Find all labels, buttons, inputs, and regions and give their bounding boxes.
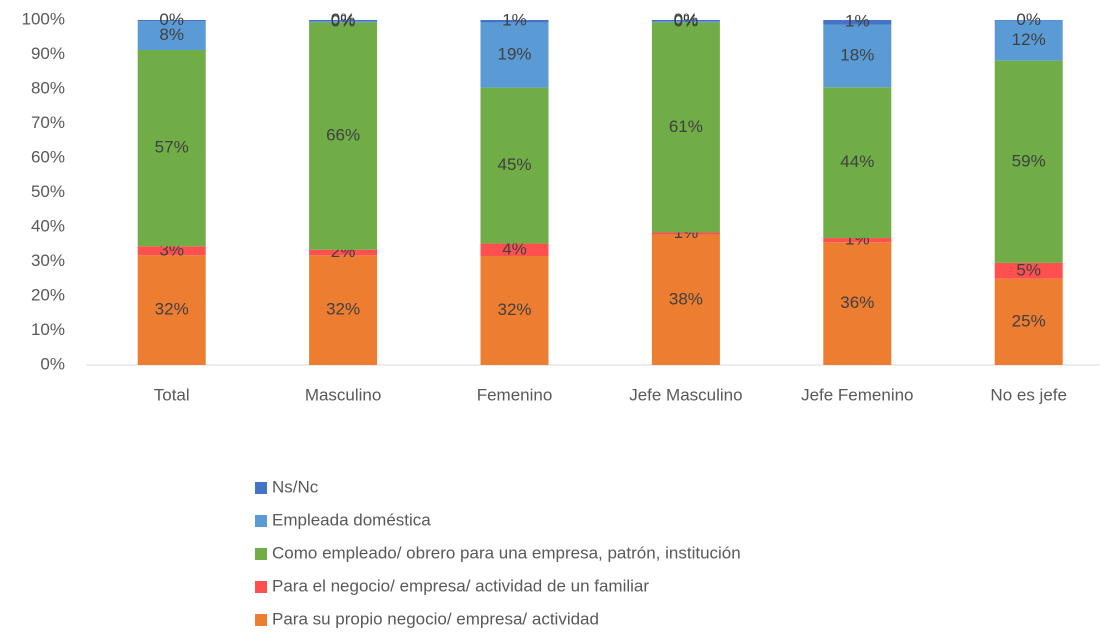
y-tick-label: 20% [31, 285, 65, 304]
data-label: 0% [331, 10, 356, 29]
bar-segment [309, 255, 378, 365]
y-tick-label: 60% [31, 147, 65, 166]
bar-segment [823, 20, 892, 25]
data-label: 0% [1016, 10, 1041, 29]
data-label: 1% [845, 12, 870, 31]
x-tick-label: Jefe Femenino [801, 385, 913, 404]
legend-swatch [255, 614, 267, 626]
data-label: 57% [155, 138, 189, 157]
bar-segment [480, 243, 549, 256]
data-label: 61% [669, 117, 703, 136]
bar-segment [480, 20, 549, 23]
data-label: 59% [1012, 151, 1046, 170]
data-label: 1% [502, 11, 527, 30]
bar-segment [823, 24, 892, 88]
bar-segment [823, 87, 892, 239]
y-tick-label: 40% [31, 216, 65, 235]
bar-segment [651, 20, 720, 22]
legend-label: Como empleado/ obrero para una empresa, … [272, 543, 741, 562]
x-tick-label: No es jefe [990, 385, 1067, 404]
legend-swatch [255, 482, 267, 494]
bar-segment [137, 246, 206, 256]
y-tick-label: 50% [31, 182, 65, 201]
x-tick-label: Masculino [305, 385, 382, 404]
data-label: 32% [155, 300, 189, 319]
data-label: 45% [497, 155, 531, 174]
y-tick-label: 10% [31, 320, 65, 339]
bar-segment [651, 21, 720, 23]
bar-segment [994, 20, 1063, 61]
data-label: 0% [159, 10, 184, 29]
data-label: 25% [1012, 311, 1046, 330]
bar-segment [137, 50, 206, 247]
data-label: 66% [326, 126, 360, 145]
legend-label: Ns/Nc [272, 477, 319, 496]
y-tick-label: 0% [40, 354, 65, 373]
bar-segment [994, 262, 1063, 279]
bar-segment [309, 22, 378, 250]
data-label: 32% [326, 300, 360, 319]
data-label: 32% [497, 300, 531, 319]
bar-segment [651, 22, 720, 233]
data-label: 44% [840, 152, 874, 171]
legend-swatch [255, 581, 267, 593]
x-tick-label: Jefe Masculino [629, 385, 742, 404]
data-label: 36% [840, 293, 874, 312]
legend-swatch [255, 515, 267, 527]
data-label: 12% [1012, 30, 1046, 49]
legend-label: Para su propio negocio/ empresa/ activid… [272, 609, 599, 628]
data-label: 4% [502, 239, 527, 258]
bar-segment [994, 20, 1063, 21]
bar-segment [309, 21, 378, 23]
data-label: 18% [840, 45, 874, 64]
legend-label: Para el negocio/ empresa/ actividad de u… [272, 576, 649, 595]
legend-label: Empleada doméstica [272, 510, 431, 529]
y-tick-label: 30% [31, 251, 65, 270]
x-tick-label: Total [154, 385, 190, 404]
data-label: 5% [1016, 260, 1041, 279]
bar-segment [480, 22, 549, 88]
data-label: 19% [497, 45, 531, 64]
bar-segment [994, 60, 1063, 263]
bar-segment [137, 255, 206, 365]
data-label: 8% [159, 25, 184, 44]
y-tick-label: 100% [22, 9, 65, 28]
legend-swatch [255, 548, 267, 560]
bar-segment [994, 278, 1063, 365]
y-tick-label: 80% [31, 78, 65, 97]
y-tick-label: 90% [31, 44, 65, 63]
bar-segment [651, 234, 720, 365]
x-tick-label: Femenino [477, 385, 553, 404]
bar-segment [137, 20, 206, 22]
bar-segment [480, 255, 549, 365]
data-label: 38% [669, 289, 703, 308]
bar-segment [823, 238, 892, 243]
bar-segment [651, 232, 720, 235]
bar-segment [309, 20, 378, 22]
y-tick-label: 70% [31, 113, 65, 132]
bar-segment [480, 87, 549, 244]
data-label: 0% [674, 10, 699, 29]
bar-segment [137, 21, 206, 51]
bar-segment [823, 242, 892, 365]
bar-segment [309, 249, 378, 256]
